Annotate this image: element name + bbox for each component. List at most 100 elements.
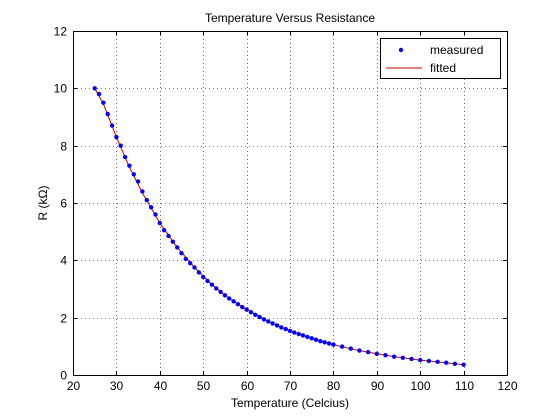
measured-point <box>357 348 362 353</box>
measured-point <box>205 278 210 284</box>
measured-point <box>148 205 154 210</box>
x-tick-label: 50 <box>197 379 211 393</box>
measured-point <box>426 358 432 364</box>
measured-point <box>240 304 245 310</box>
measured-point <box>105 111 110 117</box>
measured-point <box>318 339 323 344</box>
measured-point <box>214 286 219 291</box>
measured-point <box>326 341 332 346</box>
measured-point <box>109 123 115 128</box>
measured-point <box>196 270 202 275</box>
measured-point <box>179 251 184 256</box>
axis-ticks <box>73 31 508 376</box>
chart-title: Temperature Versus Resistance <box>205 11 375 25</box>
y-tick-label: 2 <box>60 312 67 326</box>
series-layer <box>92 86 466 367</box>
measured-point <box>418 357 423 363</box>
y-tick-label: 12 <box>54 25 68 39</box>
measured-point <box>444 360 449 365</box>
measured-point <box>183 256 188 262</box>
x-tick-label: 20 <box>67 379 81 393</box>
legend: measured fitted <box>380 38 501 79</box>
x-tick-label: 120 <box>497 379 517 393</box>
measured-point <box>400 355 405 360</box>
measured-point <box>209 282 215 287</box>
measured-point <box>283 326 288 332</box>
x-tick-label: 90 <box>371 379 385 393</box>
measured-point <box>157 220 162 226</box>
grid <box>73 31 507 375</box>
measured-point <box>227 296 232 301</box>
measured-point <box>122 154 128 160</box>
y-axis-label: R (kΩ) <box>36 186 50 221</box>
plot-area <box>73 31 507 375</box>
measured-point <box>309 336 314 341</box>
measured-point <box>305 334 310 340</box>
x-axis-label: Temperature (Celcius) <box>231 396 349 410</box>
measured-point <box>101 100 106 105</box>
y-tick-labels: 0 2 4 6 8 10 12 <box>54 25 68 383</box>
measured-point <box>322 340 327 345</box>
x-tick-label: 100 <box>410 379 430 393</box>
measured-point <box>313 337 319 342</box>
measured-point <box>392 354 397 359</box>
legend-entry-measured: measured <box>398 43 483 57</box>
x-tick-label: 70 <box>284 379 298 393</box>
measured-point <box>218 289 223 295</box>
measured-point <box>144 197 149 203</box>
measured-point <box>339 344 345 349</box>
measured-point <box>96 91 102 97</box>
measured-point <box>331 342 336 347</box>
measured-point <box>235 302 241 307</box>
measured-point <box>114 134 119 140</box>
x-tick-label: 60 <box>241 379 255 393</box>
x-tick-label: 80 <box>327 379 341 393</box>
measured-point <box>270 321 275 326</box>
measured-point <box>166 233 171 239</box>
measured-point <box>266 319 271 324</box>
measured-point <box>201 274 206 280</box>
legend-label-measured: measured <box>430 43 483 57</box>
legend-entry-fitted: fitted <box>386 61 456 75</box>
y-tick-label: 10 <box>54 82 68 96</box>
measured-point <box>92 86 97 91</box>
x-tick-labels: 20 30 40 50 60 70 80 90 100 110 120 <box>67 379 518 393</box>
measured-point <box>279 325 284 330</box>
measured-point <box>274 323 280 328</box>
y-tick-label: 4 <box>60 254 67 268</box>
measured-point <box>192 265 197 270</box>
measured-point <box>292 330 297 335</box>
measured-point <box>222 293 228 298</box>
legend-label-fitted: fitted <box>430 61 456 75</box>
legend-box <box>380 38 501 79</box>
measured-point <box>257 314 262 320</box>
measured-point <box>287 328 293 334</box>
measured-point <box>409 356 414 362</box>
measured-point <box>383 353 388 358</box>
y-tick-label: 6 <box>60 197 67 211</box>
y-tick-label: 0 <box>60 369 67 383</box>
measured-point <box>131 172 136 177</box>
measured-point <box>253 312 258 317</box>
x-tick-label: 40 <box>154 379 168 393</box>
measured-point <box>348 346 353 351</box>
x-tick-label: 110 <box>455 379 474 393</box>
measured-point <box>231 299 236 304</box>
measured-point <box>261 317 267 322</box>
measured-point <box>135 179 141 184</box>
measured-point <box>435 359 440 364</box>
measured-point <box>118 143 123 148</box>
measured-point <box>461 362 466 367</box>
measured-point <box>153 212 158 217</box>
measured-point <box>161 228 167 233</box>
x-tick-label: 30 <box>110 379 124 393</box>
y-tick-label: 8 <box>60 140 67 154</box>
measured-point <box>175 245 180 250</box>
legend-marker-measured <box>398 47 404 53</box>
measured-point <box>374 351 379 356</box>
measured-point <box>300 333 306 338</box>
measured-point <box>170 239 175 244</box>
measured-point <box>452 361 458 366</box>
measured-point <box>140 189 145 194</box>
